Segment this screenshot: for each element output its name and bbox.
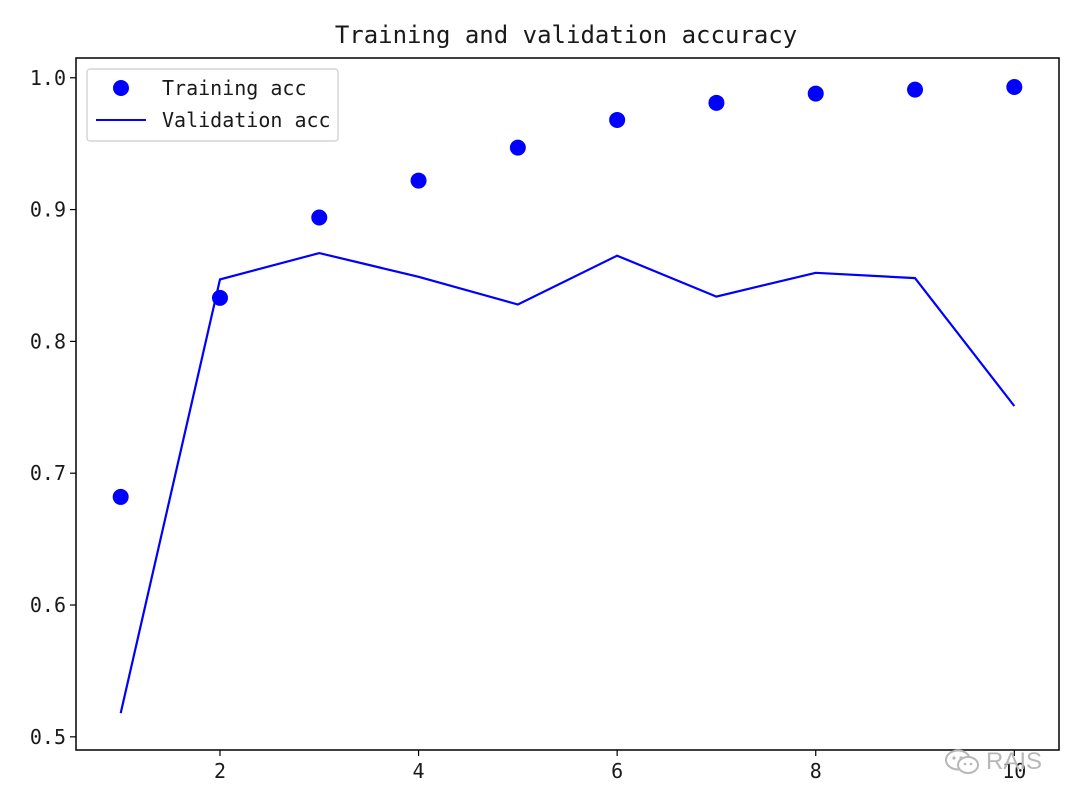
x-tick-label: 6 [611, 759, 623, 783]
x-tick-label: 8 [810, 759, 822, 783]
legend-label-validation: Validation acc [162, 108, 331, 132]
plot-frame [75, 57, 1060, 751]
y-tick-label: 0.9 [30, 198, 66, 222]
x-tick-label: 4 [413, 759, 425, 783]
data-point-training [1006, 78, 1023, 95]
watermark: RAIS [944, 748, 1042, 776]
y-tick-label: 0.8 [30, 329, 66, 353]
series-line-validation [119, 251, 1016, 714]
x-axis: 2 4 6 8 10 [214, 750, 1026, 783]
watermark-text: RAIS [986, 748, 1043, 775]
y-tick-label: 0.7 [30, 461, 66, 485]
legend-marker-training [113, 80, 129, 96]
y-axis: 0.5 0.6 0.7 0.8 0.9 1.0 [30, 66, 76, 749]
data-point-training [112, 488, 129, 505]
legend-label-training: Training acc [162, 76, 307, 100]
data-point-training [708, 94, 725, 111]
chart-title: Training and validation accuracy [335, 21, 797, 49]
wechat-icon [945, 749, 979, 774]
data-point-training [509, 139, 526, 156]
plot-area: 0.5 0.6 0.7 0.8 0.9 1.0 2 4 6 8 10 [30, 57, 1060, 783]
data-point-training [311, 209, 328, 226]
data-point-training [609, 111, 626, 128]
legend-frame [86, 68, 339, 142]
y-tick-label: 1.0 [30, 66, 66, 90]
y-tick-label: 0.6 [30, 593, 66, 617]
legend: Training acc Validation acc [86, 68, 339, 142]
data-point-training [907, 81, 924, 98]
y-tick-label: 0.5 [30, 725, 66, 749]
data-point-training [410, 172, 427, 189]
x-tick-label: 10 [1002, 759, 1026, 783]
series-layer [112, 78, 1023, 714]
x-tick-label: 2 [214, 759, 226, 783]
data-point-training [807, 85, 824, 102]
